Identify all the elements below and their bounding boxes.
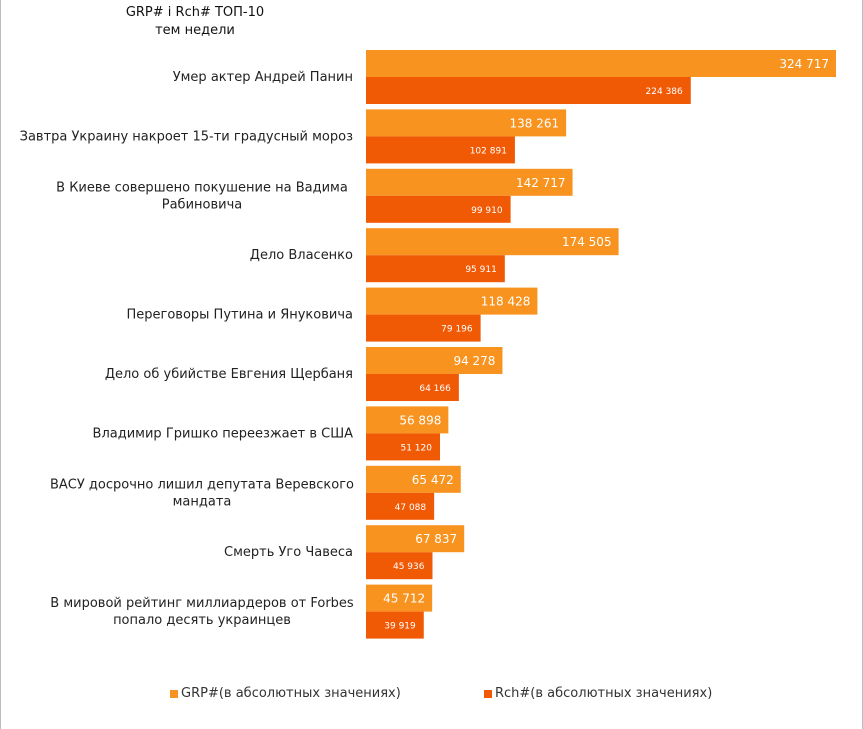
bar-grp-1	[366, 50, 836, 77]
category-label-1: Умер актер Андрей Панин	[173, 70, 353, 85]
value-label-grp-2: 138 261	[509, 116, 559, 130]
value-label-rch-2: 102 891	[470, 146, 507, 156]
bar-grp-4	[366, 228, 619, 256]
value-label-rch-8: 47 088	[395, 503, 427, 513]
category-label-10-line-1: В мировой рейтинг миллиардеров от Forbes	[50, 596, 354, 611]
value-label-rch-1: 224 386	[646, 87, 683, 97]
bar-rch-8	[366, 492, 435, 520]
category-label-8-line-1: ВАСУ досрочно лишил депутата Веревского	[50, 477, 354, 492]
value-label-rch-3: 99 910	[471, 206, 503, 216]
chart-title: GRP# і Rch# ТОП-10 тем недели	[110, 4, 280, 40]
value-label-grp-6: 94 278	[453, 354, 495, 368]
category-label-8: ВАСУ досрочно лишил депутата Веревского м…	[50, 477, 354, 509]
category-label-6: Дело об убийстве Евгения Щербаня	[105, 367, 353, 382]
category-label-3: В Киеве совершено покушение на Вадима Раб…	[56, 180, 348, 212]
value-label-grp-10: 45 712	[383, 592, 425, 606]
legend-item-grp: GRP#(в абсолютных значениях)	[170, 686, 401, 701]
bar-chart: 324 717 224 386 Умер актер Андрей Панин 138…	[20, 50, 836, 639]
frame-left-border	[0, 0, 1, 729]
category-label-4: Дело Власенко	[250, 248, 353, 263]
category-label-10-line-2: попало десять украинцев	[113, 613, 291, 628]
category-label-5-line-1: Переговоры Путина и Януковича	[126, 308, 353, 323]
value-label-grp-1: 324 717	[779, 57, 829, 71]
value-label-grp-7: 56 898	[399, 413, 441, 427]
value-label-rch-10: 39 919	[384, 622, 416, 632]
value-label-rch-5: 79 196	[441, 325, 473, 335]
bar-grp-9	[366, 525, 465, 553]
value-label-grp-9: 67 837	[415, 532, 457, 546]
category-label-4-line-1: Дело Власенко	[250, 248, 353, 263]
bar-grp-10	[366, 584, 433, 612]
value-label-grp-4: 174 505	[562, 235, 612, 249]
value-label-rch-7: 51 120	[400, 443, 432, 453]
category-label-3-line-2: Рабиновича	[162, 197, 242, 212]
category-label-2: Завтра Украину накроет 15-ти градусный м…	[20, 129, 353, 144]
value-label-rch-6: 64 166	[419, 384, 451, 394]
category-label-9: Смерть Уго Чавеса	[224, 545, 353, 560]
bar-grp-2	[366, 109, 567, 137]
bar-grp-8	[366, 465, 461, 493]
bar-rch-7	[366, 433, 440, 461]
bar-rch-4	[366, 255, 505, 283]
value-label-rch-9: 45 936	[393, 562, 425, 572]
legend-label-rch: Rch#(в абсолютных значениях)	[495, 686, 713, 701]
bar-grp-5	[366, 287, 538, 315]
bar-rch-1	[366, 77, 691, 104]
legend-item-rch: Rch#(в абсолютных значениях)	[484, 686, 712, 701]
category-label-6-line-1: Дело об убийстве Евгения Щербаня	[105, 367, 353, 382]
bar-grp-3	[366, 168, 573, 196]
value-label-grp-5: 118 428	[481, 295, 531, 309]
category-label-9-line-1: Смерть Уго Чавеса	[224, 545, 353, 560]
category-label-2-line-1: Завтра Украину накроет 15-ти градусный м…	[20, 129, 353, 144]
category-label-7: Владимир Гришко переезжает в США	[93, 426, 354, 441]
legend-label-grp: GRP#(в абсолютных значениях)	[181, 686, 401, 701]
bar-grp-7	[366, 406, 449, 434]
value-label-grp-3: 142 717	[516, 176, 566, 190]
bar-rch-10	[366, 611, 424, 639]
bar-rch-2	[366, 136, 515, 164]
legend-swatch-rch	[484, 689, 492, 698]
bar-grp-6	[366, 347, 503, 374]
legend-swatch-grp	[170, 689, 178, 698]
category-label-1-line-1: Умер актер Андрей Панин	[173, 70, 353, 85]
value-label-grp-8: 65 472	[412, 473, 454, 487]
bar-rch-3	[366, 195, 511, 223]
chart-title-line-1: GRP# і Rch# ТОП-10	[125, 5, 265, 20]
category-label-5: Переговоры Путина и Януковича	[126, 308, 353, 323]
bar-rch-6	[366, 374, 459, 401]
value-label-rch-4: 95 911	[465, 265, 497, 275]
chart-title-line-2: тем недели	[155, 23, 235, 38]
category-label-8-line-2: мандата	[173, 494, 232, 509]
category-label-10: В мировой рейтинг миллиардеров от Forbes…	[50, 596, 354, 628]
bar-rch-5	[366, 314, 481, 342]
legend: GRP#(в абсолютных значениях) Rch#(в абсо…	[0, 686, 863, 706]
category-label-7-line-1: Владимир Гришко переезжает в США	[93, 426, 354, 441]
category-label-3-line-1: В Киеве совершено покушение на Вадима	[56, 180, 348, 195]
bar-rch-9	[366, 552, 433, 580]
